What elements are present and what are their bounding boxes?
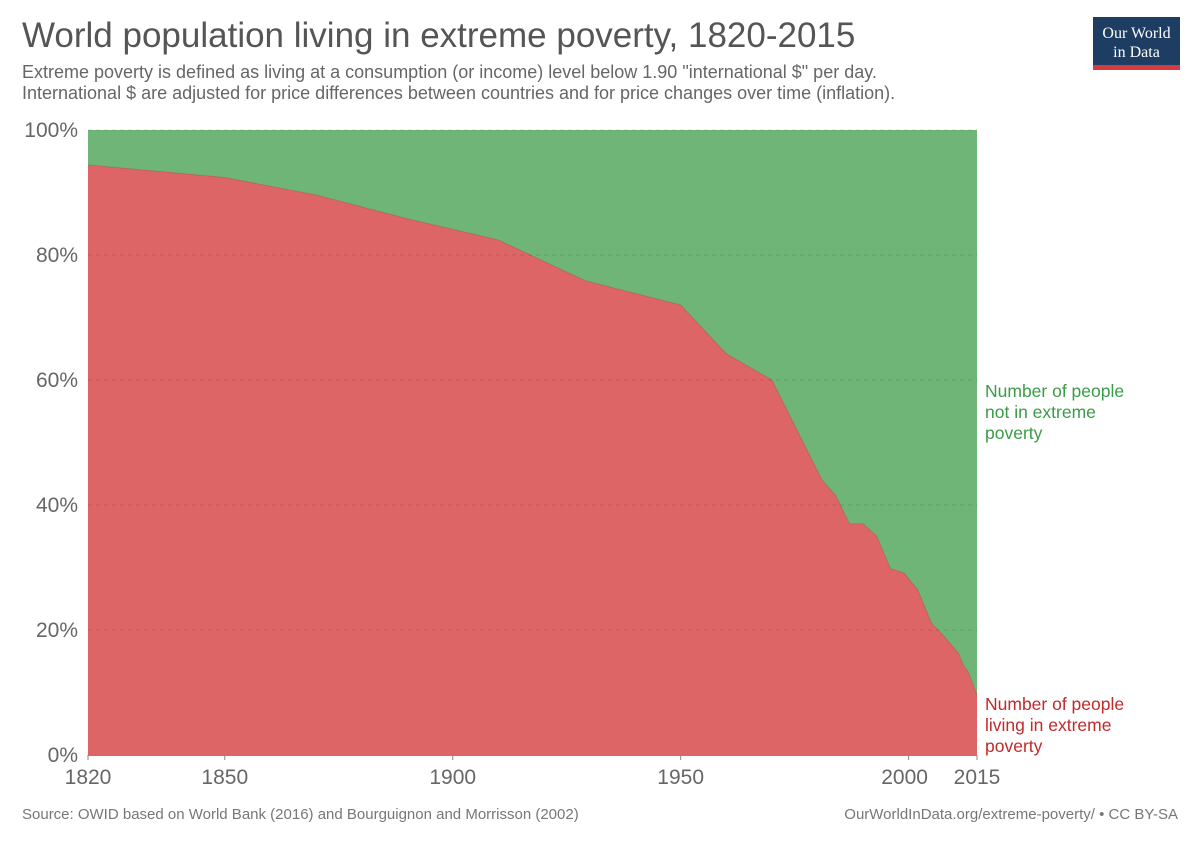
- x-tick-label: 1850: [201, 766, 248, 789]
- x-axis: 1820 1850 1900 1950 2000 2015: [65, 755, 1001, 789]
- x-tick-label: 1820: [65, 766, 112, 789]
- y-tick-label: 20%: [36, 619, 78, 642]
- y-tick-label: 40%: [36, 494, 78, 517]
- y-axis: 0% 20% 40% 60% 80% 100%: [24, 119, 78, 767]
- x-tick-label: 1900: [429, 766, 476, 789]
- label-extreme-poverty: Number of people living in extreme poverty: [985, 694, 1124, 756]
- area-series: [87, 130, 978, 755]
- subtitle-line-1: Extreme poverty is defined as living at …: [22, 62, 877, 82]
- boundary-line: [87, 164, 978, 696]
- x-tick-label: 2015: [954, 766, 1001, 789]
- y-tick-label: 60%: [36, 369, 78, 392]
- area-not-in-poverty: [88, 130, 977, 695]
- y-tick-label: 0%: [48, 744, 78, 767]
- logo-line-2: in Data: [1113, 44, 1160, 61]
- owid-logo[interactable]: Our World in Data: [1093, 17, 1180, 70]
- x-tick-label: 1950: [657, 766, 704, 789]
- y-tick-label: 100%: [24, 119, 78, 142]
- series-labels: Number of people not in extreme poverty Num…: [985, 381, 1124, 756]
- x-tick-label: 2000: [881, 766, 928, 789]
- y-tick-label: 80%: [36, 244, 78, 267]
- label-not-in-poverty: Number of people not in extreme poverty: [985, 381, 1124, 443]
- area-extreme-poverty: [88, 165, 977, 755]
- logo-line-1: Our World: [1102, 25, 1171, 42]
- chart-title: World population living in extreme pover…: [22, 16, 856, 55]
- subtitle-line-2: International $ are adjusted for price d…: [22, 83, 896, 103]
- chart-subtitle: Extreme poverty is defined as living at …: [22, 62, 1082, 104]
- source-note: Source: OWID based on World Bank (2016) …: [22, 806, 579, 823]
- logo-accent-bar: [1093, 65, 1180, 70]
- license-link[interactable]: OurWorldInData.org/extreme-poverty/ • CC…: [844, 806, 1178, 823]
